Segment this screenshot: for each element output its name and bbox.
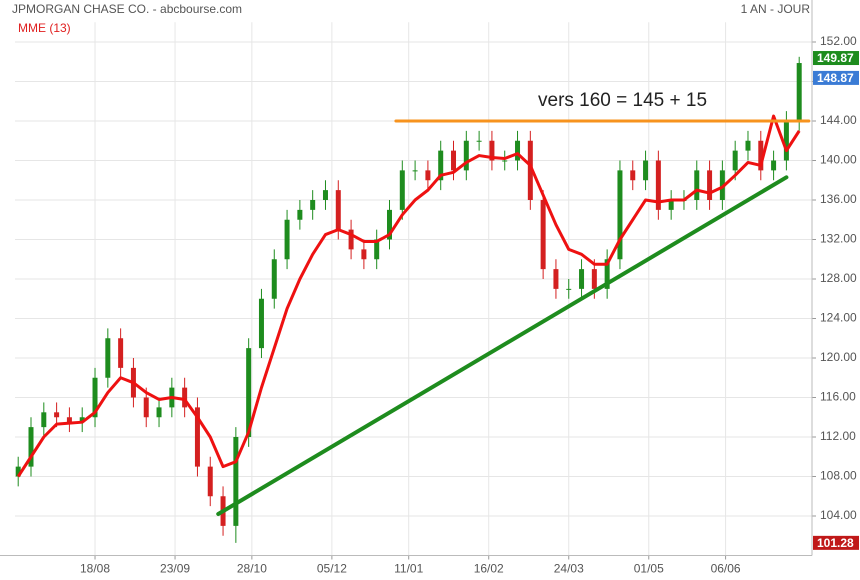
candle-body bbox=[322, 190, 328, 200]
candle-body bbox=[630, 170, 636, 181]
candle-body bbox=[515, 140, 521, 161]
candle-body bbox=[758, 140, 764, 171]
y-tick-label: 108.00 bbox=[820, 469, 857, 483]
candle-body bbox=[489, 140, 495, 161]
price-tag-label: 101.28 bbox=[817, 536, 854, 550]
price-tag bbox=[813, 51, 859, 66]
candle-body bbox=[143, 397, 149, 418]
x-tick-label: 11/01 bbox=[394, 562, 423, 576]
candle-body bbox=[258, 298, 264, 349]
candle-body bbox=[463, 140, 469, 171]
candle-body bbox=[156, 407, 162, 418]
candle-body bbox=[399, 170, 405, 210]
candle-body bbox=[668, 200, 674, 210]
price-tag-label: 148.87 bbox=[817, 71, 854, 85]
y-tick-label: 136.00 bbox=[820, 192, 857, 206]
candle-body bbox=[566, 288, 572, 290]
candle-body bbox=[284, 219, 290, 260]
candle-body bbox=[579, 269, 585, 289]
candle-body bbox=[617, 170, 623, 260]
x-tick-label: 05/12 bbox=[317, 562, 347, 576]
candle-body bbox=[771, 160, 777, 171]
y-tick-label: 132.00 bbox=[820, 232, 857, 246]
candle-body bbox=[591, 269, 597, 289]
trend-line bbox=[216, 175, 789, 517]
price-tag-label: 149.87 bbox=[817, 51, 854, 65]
y-tick-label: 152.00 bbox=[820, 34, 857, 48]
candle-body bbox=[361, 249, 367, 260]
candle-body bbox=[66, 417, 72, 423]
period-label: 1 AN - JOUR bbox=[741, 2, 811, 16]
candle-body bbox=[707, 170, 713, 200]
candle-body bbox=[476, 140, 482, 142]
candle-body bbox=[233, 437, 239, 526]
price-tag bbox=[813, 70, 859, 85]
candle-body bbox=[732, 150, 738, 171]
x-tick-label: 24/03 bbox=[554, 562, 584, 576]
candle-body bbox=[310, 200, 316, 210]
x-tick-label: 23/09 bbox=[160, 562, 190, 576]
candle-body bbox=[745, 140, 751, 151]
candle-body bbox=[348, 229, 354, 250]
candle-body bbox=[182, 387, 188, 408]
candle-body bbox=[246, 348, 252, 437]
candle-body bbox=[15, 466, 21, 477]
candle-body bbox=[694, 170, 700, 200]
candle-body bbox=[643, 160, 649, 181]
x-tick-label: 28/10 bbox=[237, 562, 267, 576]
price-tag bbox=[813, 535, 859, 550]
y-tick-label: 112.00 bbox=[820, 429, 856, 443]
ema-line bbox=[16, 114, 801, 478]
y-tick-label: 124.00 bbox=[820, 311, 857, 325]
candle-body bbox=[451, 150, 457, 171]
y-tick-label: 140.00 bbox=[820, 153, 857, 167]
candle-body bbox=[335, 190, 341, 230]
candle-body bbox=[92, 377, 98, 418]
candle-body bbox=[796, 63, 802, 121]
y-tick-label: 120.00 bbox=[820, 350, 857, 364]
candle-body bbox=[604, 259, 610, 289]
candle-body bbox=[374, 239, 380, 260]
annotation: vers 160 = 145 + 15 bbox=[538, 90, 707, 111]
candle-body bbox=[297, 209, 303, 220]
candle-body bbox=[54, 412, 60, 418]
x-tick-label: 16/02 bbox=[474, 562, 504, 576]
candle-body bbox=[28, 427, 34, 467]
candle-body bbox=[783, 121, 789, 161]
candle-body bbox=[655, 160, 661, 210]
candle-body bbox=[271, 259, 277, 299]
y-tick-label: 128.00 bbox=[820, 271, 857, 285]
candle-body bbox=[553, 269, 559, 289]
candle-body bbox=[79, 417, 85, 423]
candle-body bbox=[412, 170, 418, 172]
x-tick-label: 06/06 bbox=[711, 562, 741, 576]
candle-body bbox=[502, 160, 508, 162]
candle-body bbox=[386, 209, 392, 240]
y-tick-label: 144.00 bbox=[820, 113, 857, 127]
legend-entry: MME (13) bbox=[18, 21, 71, 35]
candle-body bbox=[540, 200, 546, 270]
candle-body bbox=[194, 407, 200, 467]
candle-body bbox=[41, 412, 47, 428]
y-tick-label: 116.00 bbox=[820, 390, 856, 404]
chart-title: JPMORGAN CHASE CO. - abcbourse.com bbox=[12, 2, 242, 16]
candle-body bbox=[207, 466, 213, 497]
x-tick-label: 01/05 bbox=[634, 562, 664, 576]
candle-body bbox=[425, 170, 431, 181]
candle-body bbox=[438, 150, 444, 181]
candle-body bbox=[105, 338, 111, 378]
candle-body bbox=[118, 338, 124, 368]
y-tick-label: 104.00 bbox=[820, 508, 857, 522]
x-tick-label: 18/08 bbox=[80, 562, 110, 576]
candle-body bbox=[527, 140, 533, 200]
